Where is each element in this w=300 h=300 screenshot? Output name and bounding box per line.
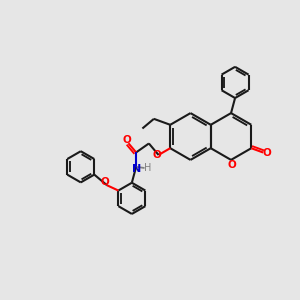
Text: O: O (153, 150, 161, 160)
Text: O: O (101, 177, 110, 187)
Text: O: O (228, 160, 237, 170)
Text: N: N (132, 164, 141, 174)
Text: O: O (122, 135, 131, 145)
Text: O: O (263, 148, 272, 158)
Text: H: H (143, 163, 151, 173)
